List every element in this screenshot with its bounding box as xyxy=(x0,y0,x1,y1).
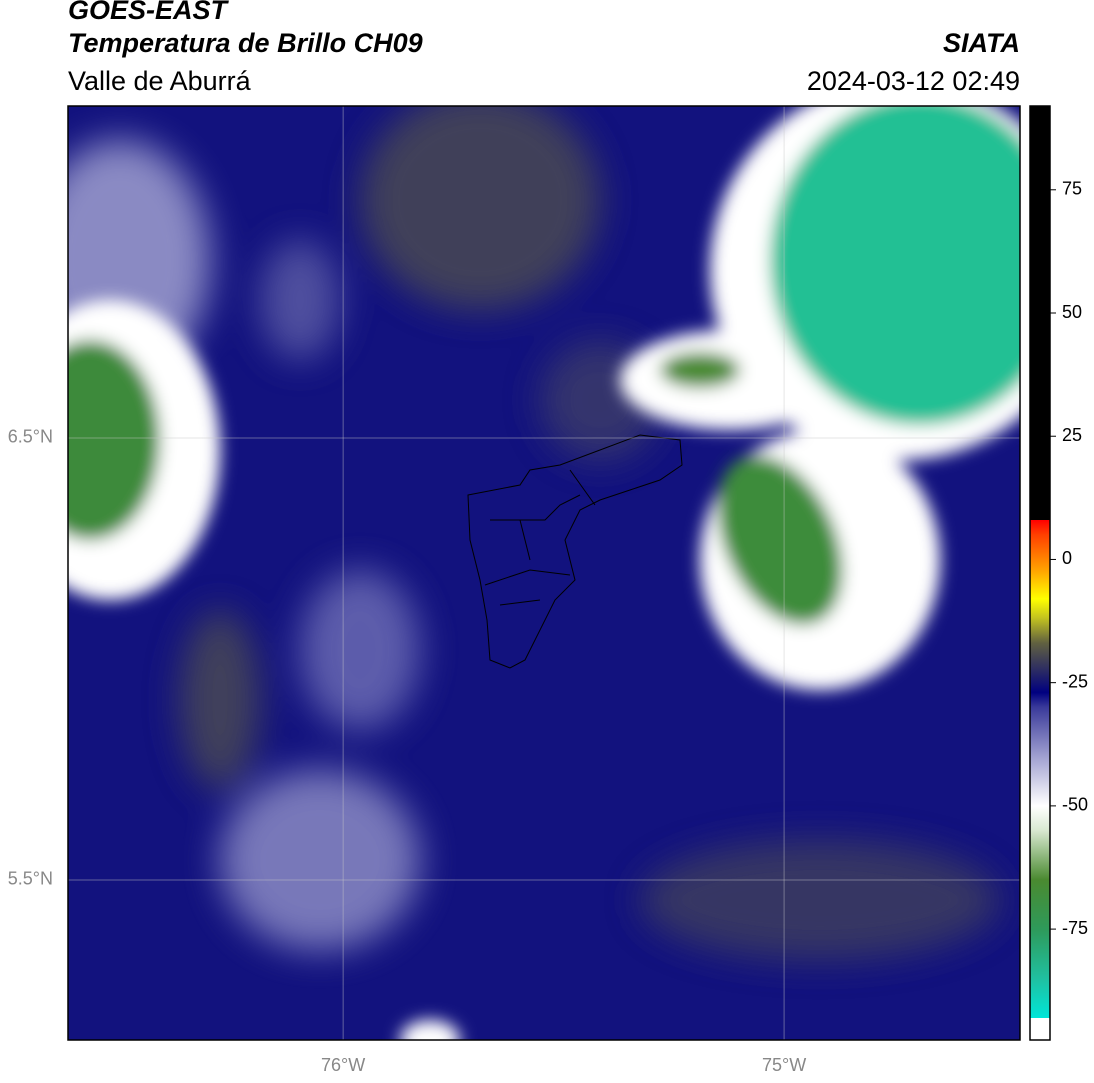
colorbar xyxy=(1029,105,1051,1041)
colorbar-tick-label: 25 xyxy=(1062,425,1082,445)
satellite-image xyxy=(68,106,1020,1040)
colorbar-tick-label: -75 xyxy=(1062,918,1088,938)
grid xyxy=(68,106,1020,1040)
colorbar-tick-label: -50 xyxy=(1062,795,1088,815)
map-frame xyxy=(67,105,1021,1041)
x-tick-label: 75°W xyxy=(762,1055,806,1075)
region: Valle de Aburrá xyxy=(68,66,252,96)
colorbar-tick-label: 50 xyxy=(1062,302,1082,322)
x-tick-label: 76°W xyxy=(321,1055,365,1075)
title: GOES-EAST xyxy=(68,0,230,25)
y-tick-label: 5.5°N xyxy=(8,869,53,889)
subtitle: Temperatura de Brillo CH09 xyxy=(68,28,423,58)
colorbar-tick-label: 0 xyxy=(1062,548,1072,568)
y-tick-label: 6.5°N xyxy=(8,427,53,447)
colorbar-tick-label: -25 xyxy=(1062,671,1088,691)
colorbar-tick-label: 75 xyxy=(1062,179,1082,199)
valley-outline xyxy=(467,434,683,669)
source: SIATA xyxy=(943,28,1020,58)
timestamp: 2024-03-12 02:49 xyxy=(807,66,1020,96)
